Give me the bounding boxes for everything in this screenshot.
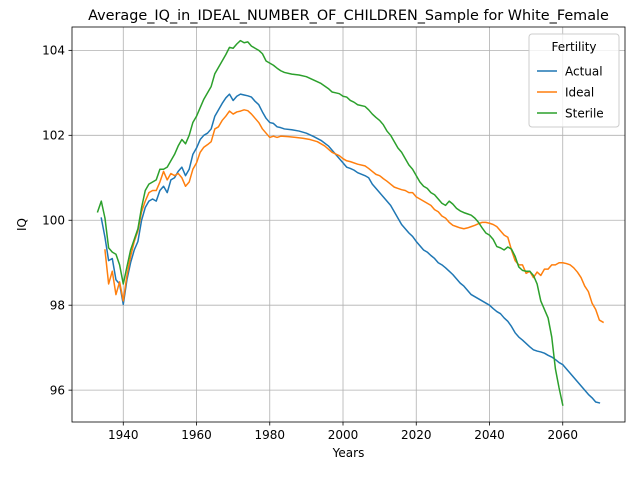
y-tick-label: 98 (50, 298, 65, 312)
series-line-actual (100, 93, 601, 404)
chart-title: Average_IQ_in_IDEAL_NUMBER_OF_CHILDREN_S… (88, 8, 609, 24)
series-line-ideal (104, 109, 605, 324)
legend-title: Fertility (551, 40, 596, 54)
x-tick-label: 1940 (108, 428, 139, 442)
x-tick-label: 2020 (401, 428, 432, 442)
y-tick-label: 104 (42, 44, 65, 58)
y-tick-label: 102 (42, 129, 65, 143)
legend: Fertility Actual Ideal Sterile (528, 33, 620, 128)
plot-frame (71, 26, 626, 423)
y-tick-label: 96 (50, 383, 65, 397)
x-tick-label: 2060 (547, 428, 578, 442)
series-line-sterile (96, 39, 564, 406)
x-tick-label: 1980 (254, 428, 285, 442)
x-axis-label: Years (332, 446, 365, 460)
x-tick-label: 2000 (328, 428, 359, 442)
legend-label-actual: Actual (565, 64, 603, 78)
legend-label-sterile: Sterile (565, 106, 604, 120)
y-tick-label: 100 (42, 214, 65, 228)
x-axis-ticks: 1940 1960 1980 2000 2020 2040 2060 (108, 422, 578, 442)
x-tick-label: 2040 (474, 428, 505, 442)
x-tick-label: 1960 (181, 428, 212, 442)
x-gridlines (122, 27, 564, 422)
y-axis-ticks: 96 98 100 102 104 (42, 44, 72, 397)
y-axis-label: IQ (15, 218, 29, 231)
legend-label-ideal: Ideal (565, 85, 594, 99)
legend-box (528, 33, 620, 128)
legend-items: Actual Ideal Sterile (537, 64, 604, 120)
series-layer (96, 39, 605, 406)
